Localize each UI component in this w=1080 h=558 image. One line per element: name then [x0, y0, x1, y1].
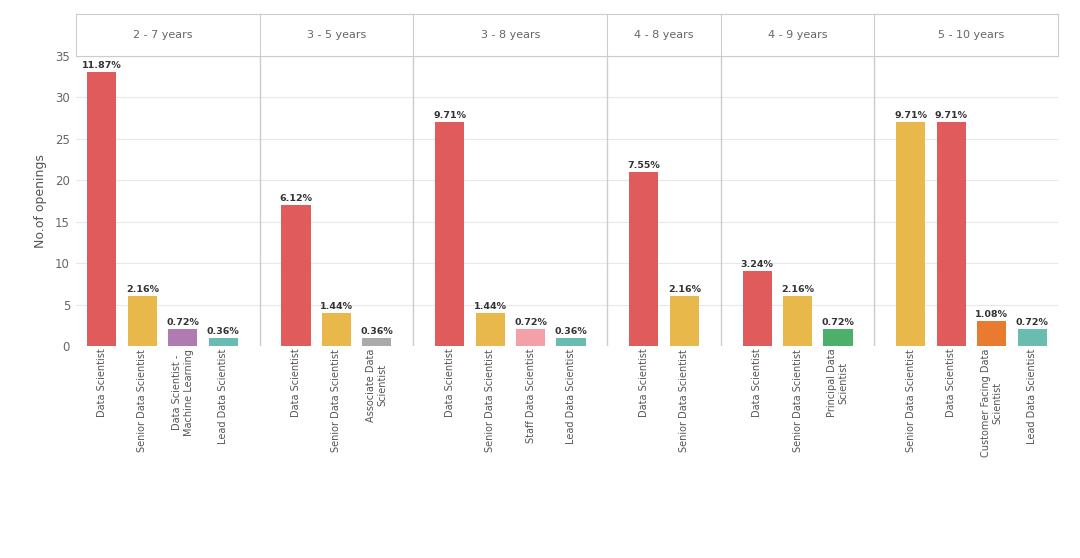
Text: 3 - 8 years: 3 - 8 years	[481, 30, 540, 40]
Text: 3.24%: 3.24%	[741, 260, 773, 270]
Bar	[896, 122, 926, 346]
Bar	[823, 329, 852, 346]
Bar	[208, 338, 238, 346]
Text: 3 - 5 years: 3 - 5 years	[307, 30, 366, 40]
Text: 9.71%: 9.71%	[934, 111, 968, 120]
Text: 2 - 7 years: 2 - 7 years	[133, 30, 192, 40]
Text: 1.44%: 1.44%	[474, 302, 507, 311]
Bar	[1017, 329, 1047, 346]
Text: 5 - 10 years: 5 - 10 years	[939, 30, 1004, 40]
Bar	[363, 338, 391, 346]
Text: 4 - 8 years: 4 - 8 years	[634, 30, 693, 40]
Text: 1.44%: 1.44%	[320, 302, 353, 311]
Bar	[127, 296, 157, 346]
Bar	[516, 329, 545, 346]
Bar	[435, 122, 464, 346]
Text: 2.16%: 2.16%	[126, 285, 159, 294]
Text: 0.72%: 0.72%	[166, 318, 199, 328]
Text: 2.16%: 2.16%	[667, 285, 701, 294]
Text: 2.16%: 2.16%	[781, 285, 814, 294]
Text: 7.55%: 7.55%	[627, 161, 660, 170]
Text: 0.36%: 0.36%	[555, 326, 588, 335]
Text: 0.36%: 0.36%	[207, 326, 240, 335]
Bar	[282, 205, 311, 346]
Bar	[87, 73, 117, 346]
Bar	[670, 296, 699, 346]
Bar	[743, 271, 771, 346]
Bar	[556, 338, 585, 346]
Bar	[168, 329, 198, 346]
Text: 0.36%: 0.36%	[361, 326, 393, 335]
Bar	[977, 321, 1007, 346]
Bar	[783, 296, 812, 346]
Text: 4 - 9 years: 4 - 9 years	[768, 30, 827, 40]
Bar	[936, 122, 966, 346]
Text: 6.12%: 6.12%	[280, 194, 312, 203]
Bar	[322, 313, 351, 346]
Bar	[630, 172, 659, 346]
Text: 0.72%: 0.72%	[1015, 318, 1049, 328]
Text: 11.87%: 11.87%	[82, 61, 122, 70]
Text: 9.71%: 9.71%	[433, 111, 467, 120]
Text: 0.72%: 0.72%	[514, 318, 548, 328]
Bar	[475, 313, 504, 346]
Y-axis label: No.of openings: No.of openings	[33, 154, 46, 248]
Text: 0.72%: 0.72%	[822, 318, 854, 328]
Text: 9.71%: 9.71%	[894, 111, 928, 120]
Text: 1.08%: 1.08%	[975, 310, 1008, 319]
